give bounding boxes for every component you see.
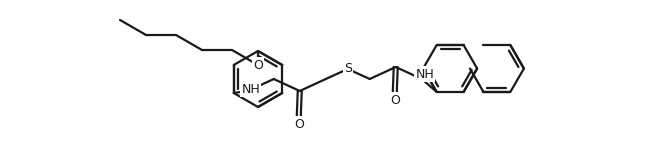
Text: O: O [253,58,263,71]
Text: NH: NH [416,67,434,80]
Text: O: O [293,118,303,130]
Text: S: S [344,61,352,74]
Text: O: O [390,94,400,107]
Text: NH: NH [242,82,260,96]
